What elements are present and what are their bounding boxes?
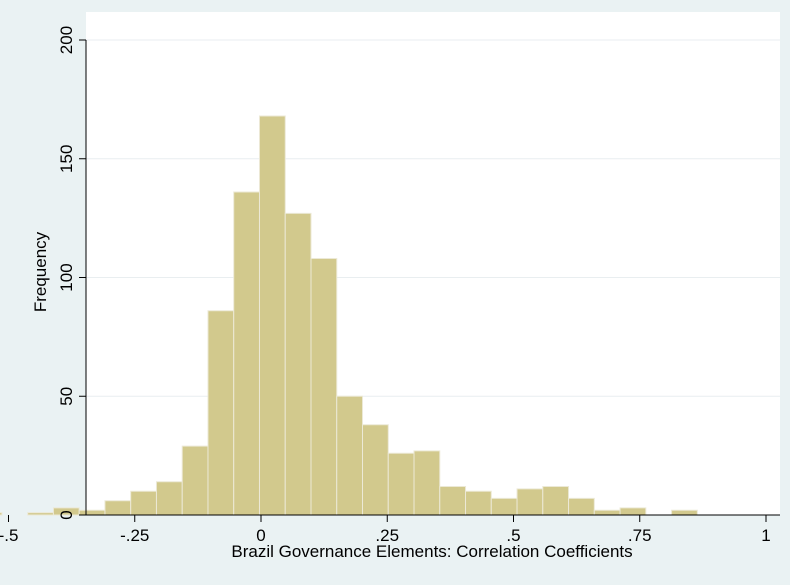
histogram-bar-13 [284, 212, 312, 516]
y-tick-label-2: 100 [57, 263, 76, 291]
x-axis-title: Brazil Governance Elements: Correlation … [231, 542, 632, 561]
y-tick-label-0: 0 [57, 510, 76, 519]
x-tick-label-1: -.25 [120, 526, 149, 545]
histogram-bar-11 [233, 191, 260, 516]
gridlines [86, 39, 780, 397]
plot-area-background [86, 12, 780, 515]
x-tick-label-4: .5 [506, 526, 520, 545]
x-tick-label-6: 1 [761, 526, 770, 545]
y-tick-label-4: 200 [57, 26, 76, 54]
histogram-bar-9 [181, 445, 209, 516]
histogram-bar-21 [490, 497, 518, 516]
histogram-bar-23 [542, 486, 570, 516]
y-tick-label-3: 150 [57, 145, 76, 173]
histogram-bar-28 [671, 509, 698, 516]
histogram-bar-8 [155, 481, 183, 516]
histogram-bar-12 [258, 115, 286, 516]
x-tick-label-2: 0 [256, 526, 265, 545]
x-axis-ticks: -.5 -.25 0 .25 .5 .75 1 [0, 515, 771, 545]
histogram-bar-26 [619, 507, 647, 516]
histogram-bar-16 [362, 424, 389, 516]
histogram-bar-3 [27, 512, 54, 516]
x-tick-label-3: .25 [375, 526, 399, 545]
y-axis-ticks: 0 50 100 150 200 [57, 26, 86, 520]
y-axis-title: Frequency [31, 231, 50, 312]
histogram-bar-14 [310, 258, 338, 516]
histogram-bar-10 [207, 310, 235, 516]
histogram-bar-25 [593, 509, 621, 516]
y-tick-label-1: 50 [57, 387, 76, 406]
histogram-bar-6 [104, 500, 132, 516]
histogram-bar-17 [387, 452, 415, 516]
histogram-bar-20 [465, 490, 492, 516]
x-tick-label-0: -.5 [0, 526, 18, 545]
histogram-bar-22 [516, 488, 544, 516]
x-tick-label-5: .75 [628, 526, 652, 545]
histogram-bar-5 [78, 509, 106, 516]
histogram-bar-15 [336, 395, 364, 516]
histogram-bar-24 [568, 497, 595, 516]
histogram-bar-1 [0, 512, 3, 516]
histogram-bar-19 [439, 486, 467, 516]
histogram-bars [0, 115, 698, 516]
histogram-bar-18 [413, 450, 441, 516]
histogram-bar-7 [130, 490, 157, 516]
